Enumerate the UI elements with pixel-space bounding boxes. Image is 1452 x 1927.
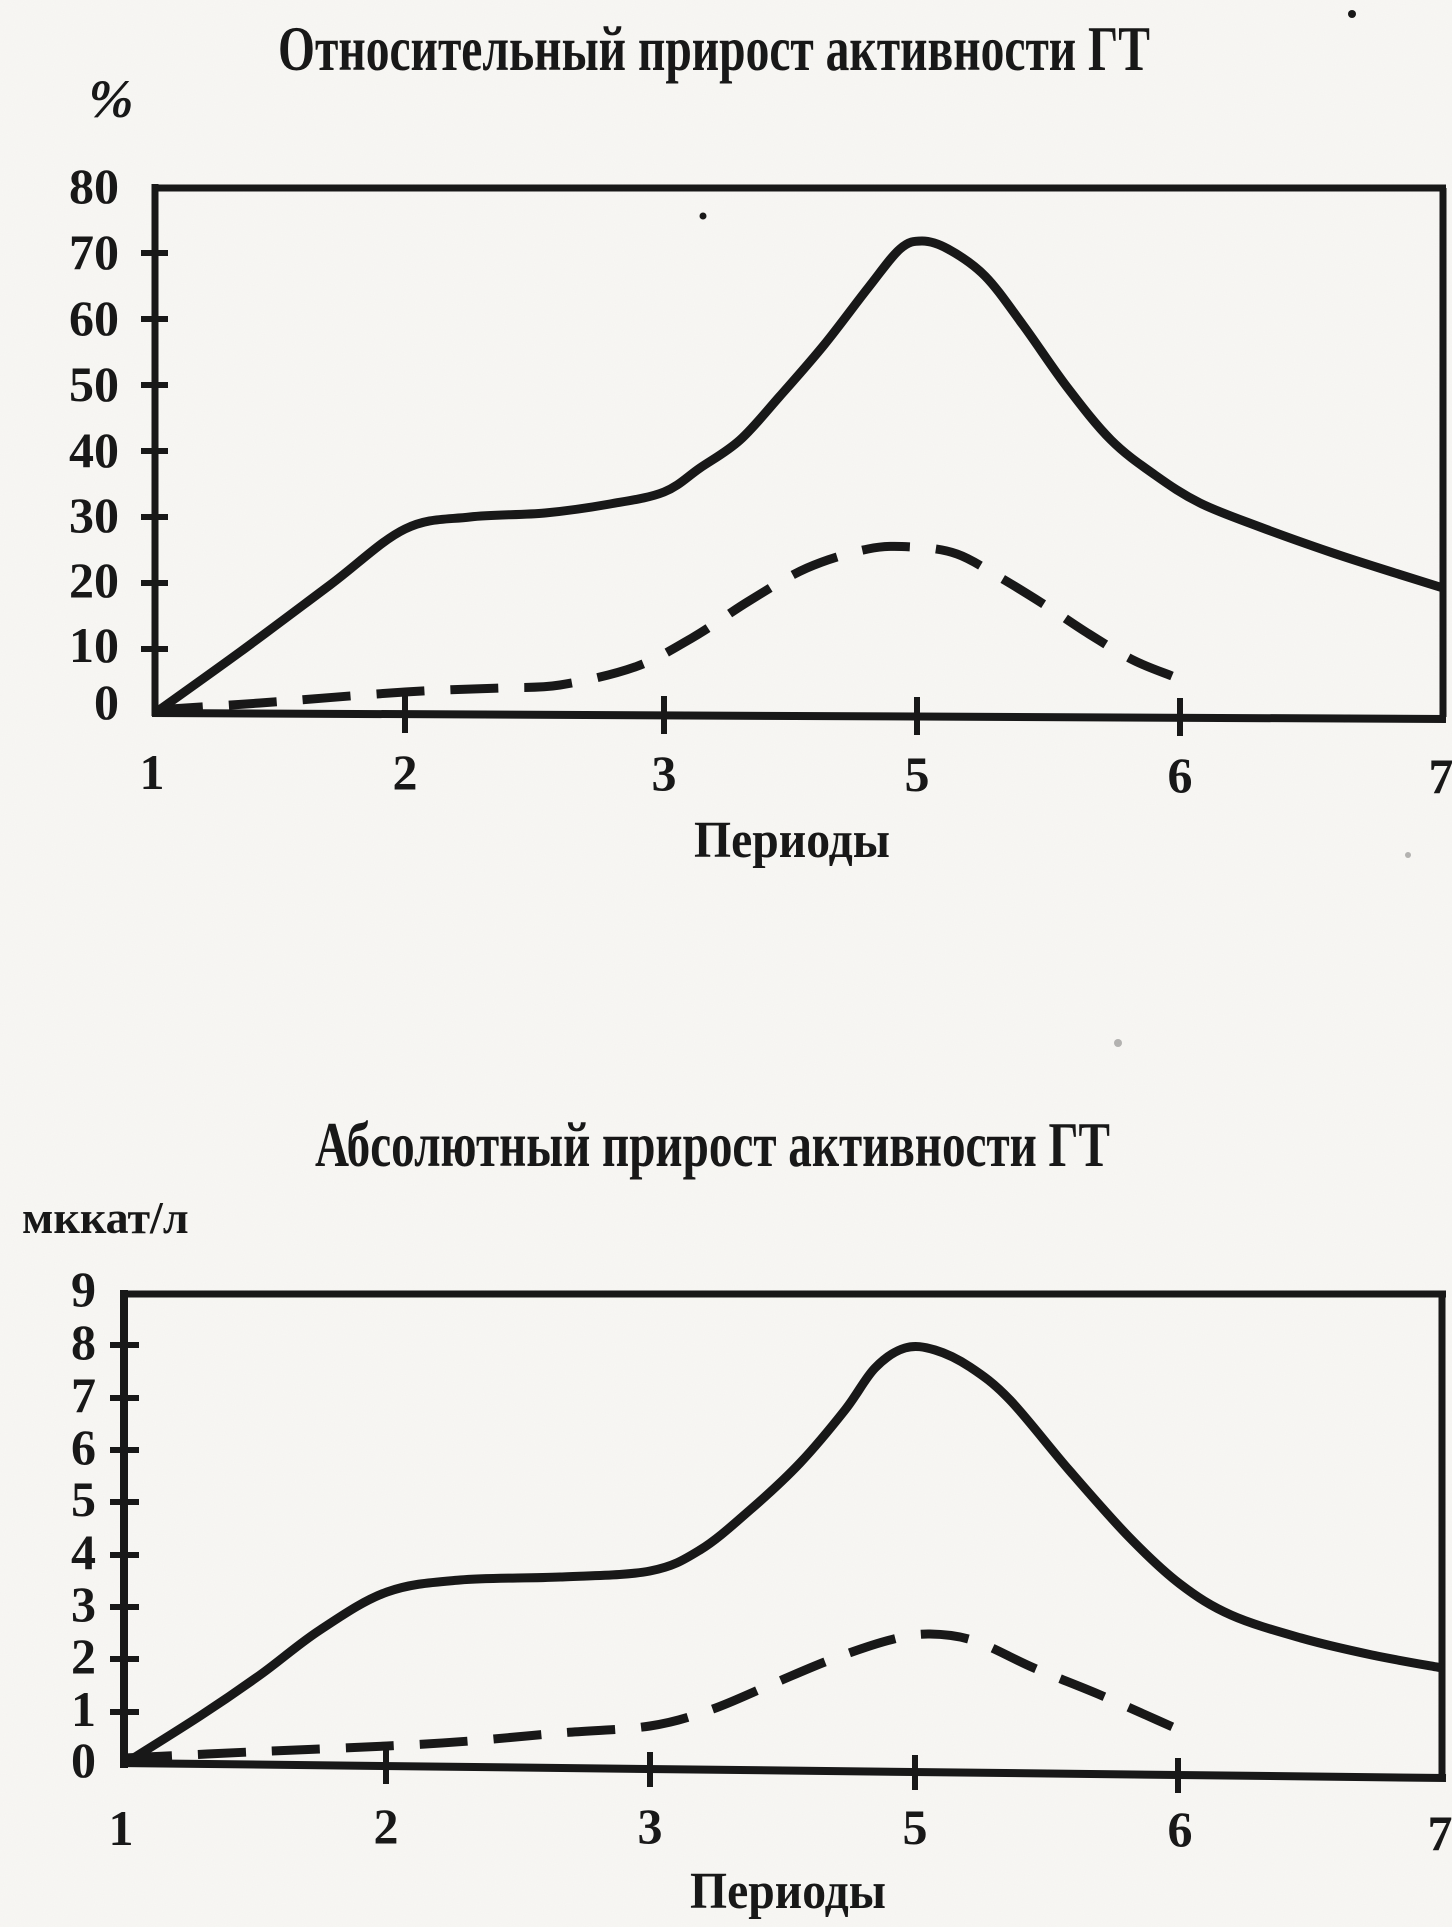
svg-text:20: 20 [69, 552, 119, 608]
svg-text:Абсолютный прирост активности: Абсолютный прирост активности ГТ [315, 1109, 1110, 1180]
svg-text:7: 7 [1428, 1805, 1452, 1861]
svg-text:2: 2 [393, 744, 418, 800]
svg-text:Относительный прирост активнос: Относительный прирост активности ГТ [278, 13, 1150, 84]
svg-text:70: 70 [69, 224, 119, 280]
svg-text:мккат/л: мккат/л [22, 1192, 189, 1243]
svg-text:80: 80 [69, 158, 119, 214]
svg-text:0: 0 [94, 674, 119, 730]
svg-text:Периоды: Периоды [690, 1863, 886, 1920]
svg-text:1: 1 [109, 1800, 134, 1856]
svg-text:%: % [89, 69, 134, 129]
svg-text:4: 4 [71, 1524, 96, 1580]
svg-text:Периоды: Периоды [694, 812, 890, 869]
svg-text:5: 5 [905, 746, 930, 802]
svg-text:40: 40 [69, 422, 119, 478]
svg-text:5: 5 [903, 1799, 928, 1855]
svg-text:1: 1 [71, 1681, 96, 1737]
svg-text:9: 9 [71, 1261, 96, 1317]
svg-text:3: 3 [638, 1798, 663, 1854]
svg-text:10: 10 [69, 617, 119, 673]
svg-text:60: 60 [69, 290, 119, 346]
svg-text:6: 6 [1168, 747, 1193, 803]
svg-text:2: 2 [374, 1798, 399, 1854]
svg-text:0: 0 [71, 1732, 96, 1788]
svg-text:3: 3 [71, 1576, 96, 1632]
svg-text:7: 7 [71, 1367, 96, 1423]
svg-text:50: 50 [69, 356, 119, 412]
svg-text:6: 6 [1168, 1801, 1193, 1857]
svg-text:2: 2 [71, 1628, 96, 1684]
svg-text:7: 7 [1429, 748, 1452, 804]
svg-text:5: 5 [71, 1471, 96, 1527]
svg-text:8: 8 [71, 1314, 96, 1370]
svg-text:3: 3 [652, 745, 677, 801]
svg-text:6: 6 [71, 1419, 96, 1475]
svg-text:1: 1 [140, 744, 165, 800]
svg-text:30: 30 [69, 487, 119, 543]
